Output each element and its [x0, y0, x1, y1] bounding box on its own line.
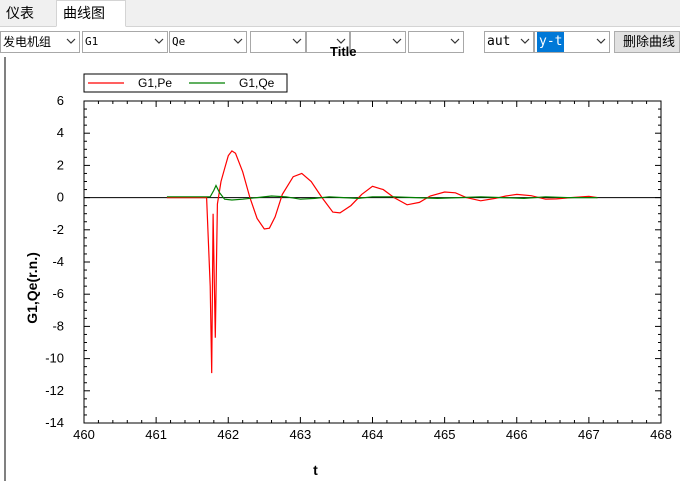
- generator-select[interactable]: 发电机组: [0, 31, 80, 53]
- chevron-down-icon: [450, 38, 460, 44]
- y-axis-label: G1,Qe(r.n.): [24, 252, 40, 324]
- quantity-select[interactable]: Qe: [169, 31, 247, 53]
- delete-curve-button[interactable]: 删除曲线: [614, 31, 680, 53]
- unit-select-value: G1: [85, 35, 99, 48]
- y-tick-label: -14: [45, 415, 64, 430]
- x-tick-label: 465: [434, 427, 456, 442]
- tab-gauges[interactable]: 仪表: [6, 5, 34, 21]
- x-tick-label: 460: [73, 427, 95, 442]
- y-tick-label: -6: [52, 286, 64, 301]
- x-tick-label: 467: [578, 427, 600, 442]
- legend-label: G1,Qe: [239, 76, 275, 90]
- chevron-down-icon: [336, 38, 346, 44]
- quantity-select-value: Qe: [172, 35, 186, 48]
- toolbar: 发电机组 G1 Qe aut y-t 删除曲线: [0, 27, 680, 57]
- mode-select[interactable]: aut: [484, 31, 534, 53]
- plot-frame: [83, 100, 662, 424]
- x-tick-label: 468: [650, 427, 672, 442]
- tab-curves[interactable]: 曲线图: [56, 0, 126, 27]
- chart-title: Title: [330, 44, 357, 59]
- series-line-g1-pe: [166, 150, 598, 374]
- legend-box: [83, 73, 288, 93]
- chevron-down-icon: [233, 38, 243, 44]
- series-line-g1-qe: [166, 184, 598, 201]
- y-tick-label: 0: [57, 190, 64, 205]
- empty-select-3[interactable]: [350, 31, 406, 53]
- empty-select-2[interactable]: [306, 31, 350, 53]
- mode-select-value: aut: [487, 34, 511, 49]
- x-tick-label: 466: [506, 427, 528, 442]
- unit-select[interactable]: G1: [82, 31, 168, 53]
- empty-select-1[interactable]: [250, 31, 306, 53]
- axis-mode-select[interactable]: y-t: [534, 31, 610, 53]
- generator-select-value: 发电机组: [3, 35, 52, 49]
- chevron-down-icon: [520, 38, 530, 44]
- x-tick-label: 461: [145, 427, 167, 442]
- y-tick-label: -8: [52, 318, 64, 333]
- x-tick-label: 464: [362, 427, 384, 442]
- chevron-down-icon: [392, 38, 402, 44]
- y-tick-label: -10: [45, 351, 64, 366]
- y-tick-label: 2: [57, 157, 64, 172]
- x-tick-label: 462: [217, 427, 239, 442]
- chevron-down-icon: [596, 38, 606, 44]
- empty-select-4[interactable]: [408, 31, 464, 53]
- legend-label: G1,Pe: [138, 76, 172, 90]
- x-axis-label: t: [313, 462, 318, 478]
- chevron-down-icon: [66, 38, 76, 44]
- tab-bar: 仪表 曲线图: [0, 0, 680, 27]
- y-tick-label: -4: [52, 254, 64, 269]
- y-tick-label: -2: [52, 222, 64, 237]
- chevron-down-icon: [154, 38, 164, 44]
- y-tick-label: 4: [57, 125, 64, 140]
- line-chart: 460 461 462 463 464 465 466 467 468 6 4 2 0 -2 -4 -6 -8 -…: [4, 57, 672, 481]
- y-tick-label: 6: [57, 93, 64, 108]
- x-tick-label: 463: [290, 427, 312, 442]
- axis-mode-select-value: y-t: [537, 32, 565, 52]
- y-tick-label: -12: [45, 383, 64, 398]
- chevron-down-icon: [292, 38, 302, 44]
